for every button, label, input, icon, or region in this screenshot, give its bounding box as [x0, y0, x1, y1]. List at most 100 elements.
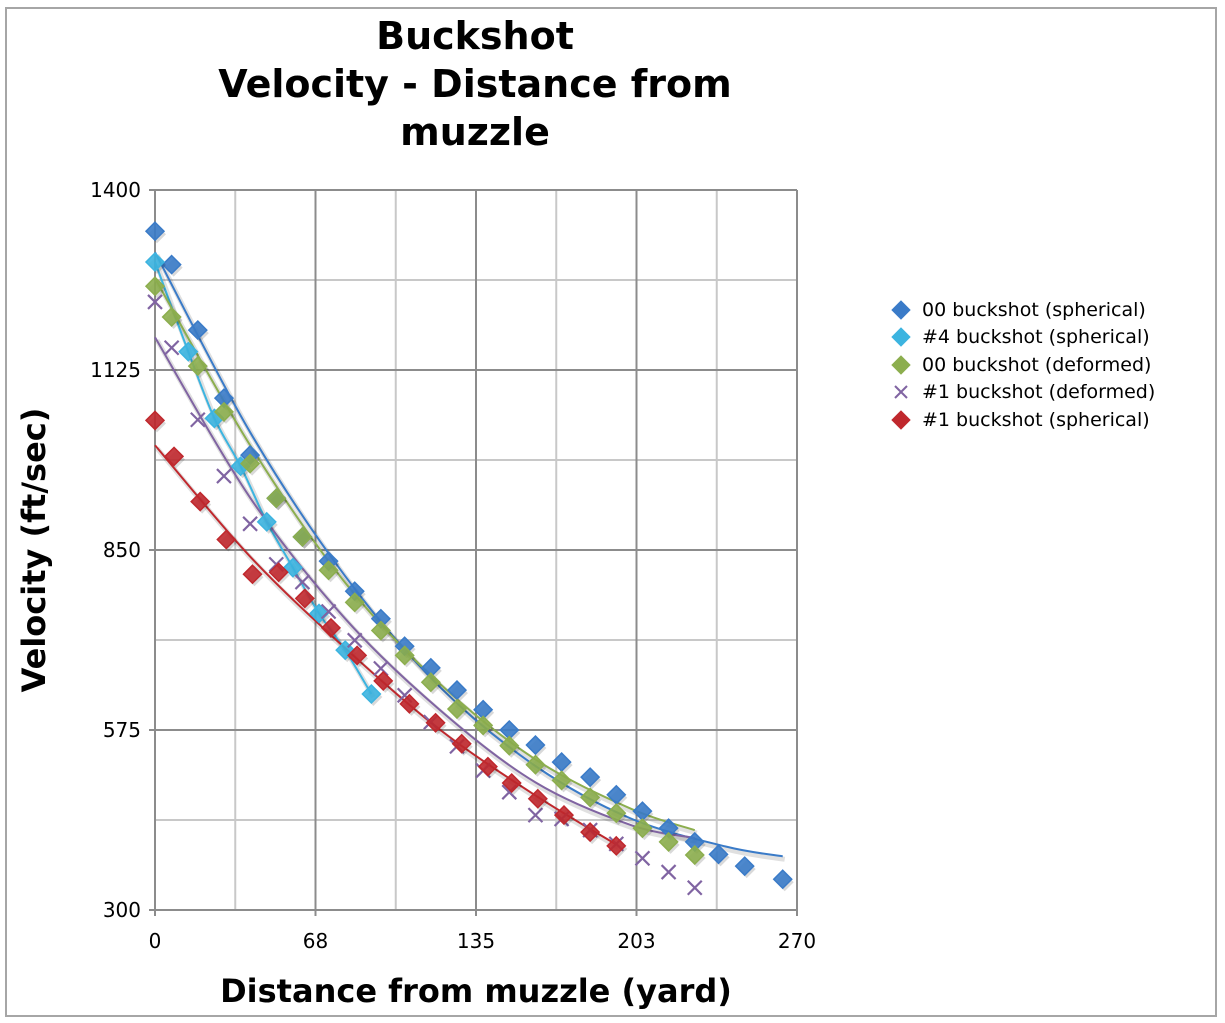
data-point — [580, 767, 601, 788]
x-mark-stroke — [268, 556, 285, 573]
data-point — [320, 603, 337, 620]
data-point — [525, 734, 546, 756]
y-axis-title: Velocity (ft/sec) — [15, 407, 53, 693]
data-point — [294, 588, 315, 609]
data-point — [499, 735, 520, 756]
data-point — [144, 276, 166, 297]
data-point — [213, 401, 235, 422]
legend-marker-diamond-icon — [891, 410, 911, 430]
data-point — [370, 620, 391, 641]
x-tick-label: 68 — [303, 929, 328, 953]
chart-frame — [5, 7, 1217, 1017]
data-point — [347, 645, 368, 666]
x-tick-label: 135 — [457, 929, 495, 953]
y-tick-label: 575 — [103, 718, 141, 742]
data-point — [373, 670, 394, 691]
data-point — [708, 844, 729, 865]
data-point — [144, 410, 166, 431]
legend-marker-diamond-icon — [891, 300, 911, 320]
tick-labels: 0 68 135 203 270 1400 1125 850 575 300 — [90, 178, 816, 953]
x-mark-stroke — [294, 574, 311, 590]
data-point — [242, 516, 258, 532]
x-mark-stroke — [634, 850, 651, 867]
data-point — [268, 562, 289, 583]
data-point — [446, 698, 468, 720]
data-point — [144, 251, 166, 273]
data-point — [734, 856, 755, 877]
data-point — [527, 807, 544, 823]
x-tick-label: 203 — [617, 929, 655, 953]
data-point — [772, 869, 793, 890]
x-tick-label: 270 — [778, 929, 816, 953]
y-tick-label: 1400 — [90, 178, 141, 202]
data-point — [266, 488, 287, 509]
legend-label: #1 buckshot (spherical) — [922, 408, 1150, 431]
data-point — [658, 831, 679, 852]
data-point — [178, 341, 199, 362]
legend: 00 buckshot (spherical) #4 buckshot (sph… — [890, 296, 1155, 434]
legend-label: 00 buckshot (spherical) — [922, 298, 1146, 321]
x-mark-stroke — [396, 687, 413, 704]
data-point — [399, 693, 420, 714]
legend-marker-diamond-icon — [891, 327, 911, 347]
trendline-shadow — [154, 338, 698, 844]
data-point — [242, 564, 263, 585]
x-mark-stroke — [190, 411, 206, 428]
data-point — [634, 850, 651, 867]
data-point — [187, 320, 208, 341]
data-point — [161, 306, 182, 328]
data-point — [161, 254, 182, 275]
data-point — [144, 221, 166, 242]
y-tick-label: 1125 — [90, 358, 141, 382]
data-point — [686, 879, 703, 896]
gridlines — [149, 189, 798, 916]
diamond-shape — [891, 410, 911, 430]
x-mark-stroke — [320, 603, 337, 620]
data-point — [525, 754, 546, 775]
legend-item: 00 buckshot (deformed) — [890, 351, 1155, 379]
data-points — [144, 221, 794, 896]
trendline-shadow — [154, 280, 698, 836]
data-point — [553, 805, 575, 826]
data-point — [361, 683, 382, 705]
x-tick-label: 0 — [149, 929, 162, 953]
x-mark-stroke — [163, 339, 180, 356]
diamond-shape — [891, 355, 911, 375]
chart-title-line-3: muzzle — [400, 110, 550, 154]
series-2 — [144, 276, 706, 868]
x-mark-stroke — [147, 294, 163, 310]
data-point — [344, 592, 365, 613]
data-point — [551, 770, 572, 791]
series-4 — [144, 410, 628, 858]
trendline — [154, 444, 617, 846]
legend-item: 00 buckshot (spherical) — [890, 296, 1155, 324]
legend-marker-x-icon — [894, 385, 908, 399]
data-point — [580, 787, 601, 808]
data-point — [256, 511, 277, 532]
legend-label: #1 buckshot (deformed) — [922, 381, 1156, 404]
data-point — [632, 818, 653, 839]
chart-title-line-2: Velocity - Distance from — [218, 62, 732, 106]
data-point — [216, 529, 237, 550]
data-point — [501, 772, 522, 794]
y-tick-label: 300 — [103, 898, 141, 922]
data-point — [425, 712, 446, 733]
data-point — [606, 835, 627, 856]
data-point — [473, 715, 494, 736]
data-point — [147, 294, 163, 310]
data-point — [527, 788, 548, 809]
data-point — [190, 491, 211, 512]
data-point — [477, 756, 498, 777]
data-point — [346, 632, 363, 649]
x-mark-stroke — [660, 864, 677, 880]
x-mark-stroke — [346, 632, 363, 649]
x-mark-stroke — [373, 660, 389, 677]
data-point — [320, 617, 342, 638]
data-point — [451, 733, 472, 754]
data-point — [216, 468, 232, 484]
chart-title: Buckshot Velocity - Distance from muzzle — [150, 12, 800, 156]
x-mark-stroke — [527, 807, 544, 823]
data-point — [684, 844, 705, 866]
data-point — [240, 453, 261, 474]
